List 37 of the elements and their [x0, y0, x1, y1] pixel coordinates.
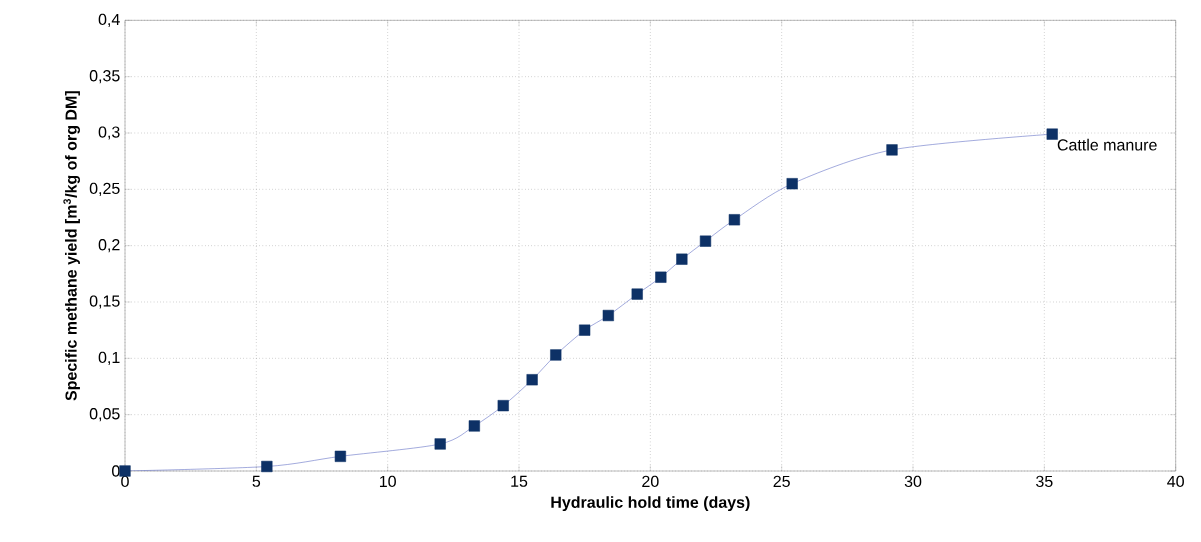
x-tick-label: 35	[1036, 475, 1053, 488]
y-tick-label: 0,2	[98, 239, 120, 253]
y-tick-label: 0,05	[89, 408, 120, 422]
x-tick-label: 5	[252, 475, 261, 487]
point	[526, 374, 538, 386]
y-tick-label: 0,15	[89, 295, 120, 309]
y-tick-label: 0,25	[89, 182, 120, 196]
point	[1046, 128, 1058, 140]
x-tick-label: 25	[773, 475, 790, 488]
x-tick-label: 30	[904, 475, 922, 488]
point	[579, 324, 591, 336]
point	[655, 271, 667, 283]
point	[631, 288, 643, 300]
point	[886, 144, 898, 156]
x-axis-title: Hydraulic hold time (days)	[551, 496, 750, 512]
x-tick-label: 10	[379, 475, 396, 488]
series-label: Cattle manure	[1057, 138, 1157, 151]
x-tick-label: 20	[642, 475, 659, 488]
point	[497, 400, 509, 412]
point	[602, 309, 614, 322]
point	[728, 214, 740, 226]
point	[786, 178, 798, 190]
x-tick-label: 0	[121, 475, 129, 488]
y-tick-label: 0,35	[89, 70, 120, 84]
point	[334, 450, 346, 462]
y-tick-label: 0,4	[98, 13, 120, 27]
point	[550, 349, 562, 361]
point	[699, 235, 712, 247]
x-tick-label: 40	[1167, 475, 1184, 488]
point	[261, 460, 273, 473]
y-tick-label: 0,3	[98, 126, 120, 140]
y-axis-title: Specific methane yield [m$^{3}$/kg of org DM]	[63, 91, 80, 401]
point	[434, 438, 446, 450]
y-tick-label: 0,1	[98, 351, 120, 365]
point	[468, 420, 480, 432]
point	[676, 253, 688, 265]
x-tick-label: 15	[511, 475, 528, 487]
